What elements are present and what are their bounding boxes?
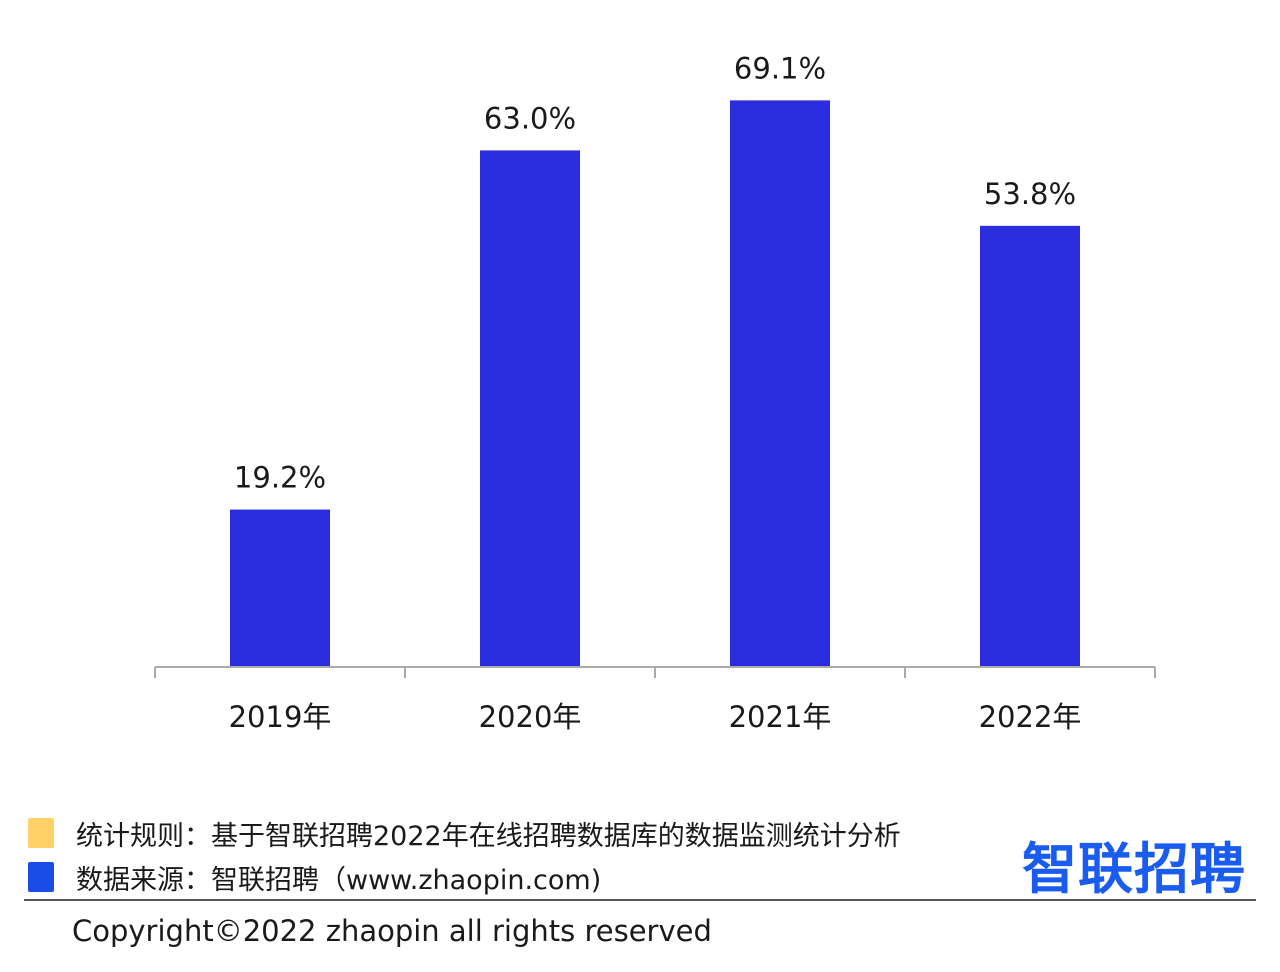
legend-swatch-yellow [28, 818, 54, 848]
value-labels-group: 19.2% 63.0% 69.1% 53.8% [234, 51, 1076, 494]
bar-2 [730, 100, 830, 667]
x-axis-ticks [154, 667, 1156, 678]
category-label-0: 2019年 [229, 700, 332, 734]
bar-chart: 19.2% 63.0% 69.1% 53.8% 2019年 2020年 2021年 2022… [154, 51, 1156, 734]
bar-0 [230, 509, 330, 667]
bar-1 [480, 150, 580, 667]
bar-3 [980, 225, 1080, 667]
value-label-2: 69.1% [734, 51, 826, 85]
category-labels-group: 2019年 2020年 2021年 2022年 [229, 700, 1082, 734]
legend-row-source: 数据来源：智联招聘（www.zhaopin.com) [28, 860, 602, 896]
category-label-2: 2021年 [729, 700, 832, 734]
value-label-1: 63.0% [484, 101, 576, 135]
brand-logo: 智联招聘 [1021, 837, 1246, 901]
value-label-3: 53.8% [984, 177, 1076, 211]
legend-text-rule: 统计规则：基于智联招聘2022年在线招聘数据库的数据监测统计分析 [76, 820, 901, 852]
copyright-text: Copyright©2022 zhaopin all rights reserv… [72, 914, 712, 948]
bars-group [230, 100, 1080, 667]
category-label-1: 2020年 [479, 700, 582, 734]
legend-row-rule: 统计规则：基于智联招聘2022年在线招聘数据库的数据监测统计分析 [28, 816, 901, 852]
category-label-3: 2022年 [979, 700, 1082, 734]
value-label-0: 19.2% [234, 461, 326, 495]
legend-swatch-blue [28, 862, 54, 892]
footer-divider [24, 899, 1256, 901]
legend-text-source: 数据来源：智联招聘（www.zhaopin.com) [76, 864, 602, 896]
chart-footer: 统计规则：基于智联招聘2022年在线招聘数据库的数据监测统计分析 数据来源：智联… [0, 800, 1280, 972]
